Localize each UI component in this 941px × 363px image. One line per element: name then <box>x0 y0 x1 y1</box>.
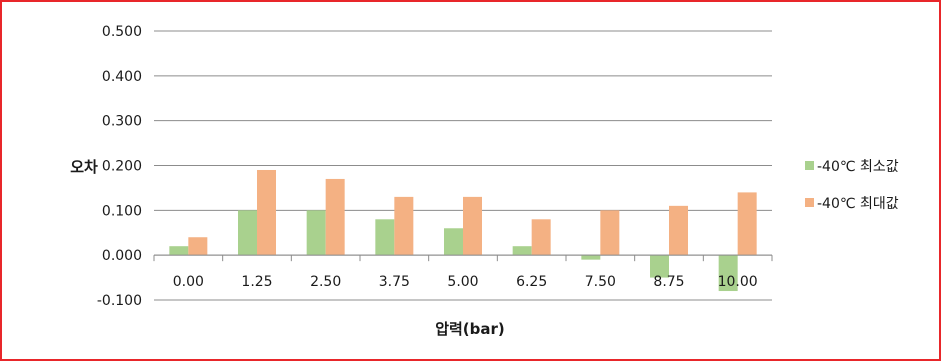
bar-series-1 <box>650 255 669 278</box>
y-tick-label: 0.100 <box>102 203 142 219</box>
x-axis <box>153 254 773 262</box>
bar-series-2 <box>737 192 757 256</box>
bar-series-1 <box>238 210 257 256</box>
legend-label: -40℃ 최대값 <box>817 196 899 212</box>
legend-swatch <box>805 161 814 170</box>
bar-series-2 <box>531 219 551 256</box>
bar-series-2 <box>669 205 688 256</box>
bar-series-1 <box>169 246 189 256</box>
x-tick-label: 7.50 <box>585 274 616 290</box>
x-tick-label: 5.00 <box>447 274 478 290</box>
legend-label: -40℃ 최소값 <box>817 159 899 175</box>
bar-series-2 <box>257 169 276 256</box>
x-tick-label: 10.00 <box>718 274 758 290</box>
bar-series-1 <box>581 255 601 260</box>
y-tick-label: 0.500 <box>102 24 142 40</box>
x-tick-label: 2.50 <box>310 274 341 290</box>
gridlines <box>154 30 772 301</box>
bar-series-2 <box>325 178 345 256</box>
legend: -40℃ 최소값 -40℃ 최대값 <box>805 159 899 212</box>
bar-series-2 <box>600 210 620 256</box>
bars <box>169 169 757 292</box>
bar-series-1 <box>375 219 395 256</box>
x-axis-ticks: 0.00 1.25 2.50 3.75 5.00 6.25 7.50 8.75 10.00 <box>173 274 758 290</box>
x-tick-label: 8.75 <box>653 274 684 290</box>
y-tick-label: 0.300 <box>102 114 142 130</box>
y-tick-label: 0.200 <box>102 159 142 175</box>
y-axis-title: 오차 <box>70 158 98 176</box>
y-axis-ticks: -0.100 0.000 0.100 0.200 0.300 0.400 0.500 <box>97 24 142 309</box>
x-tick-label: 1.25 <box>241 274 272 290</box>
y-tick-label: -0.100 <box>97 293 142 309</box>
y-tick-label: 0.000 <box>102 248 142 264</box>
bar-series-2 <box>463 196 482 256</box>
legend-swatch <box>805 198 814 207</box>
x-tick-label: 0.00 <box>173 274 204 290</box>
bar-series-1 <box>512 246 532 256</box>
bar-series-1 <box>718 255 738 292</box>
bar-series-1 <box>444 228 463 256</box>
y-tick-label: 0.400 <box>102 69 142 85</box>
x-tick-label: 6.25 <box>516 274 547 290</box>
x-tick-label: 3.75 <box>379 274 410 290</box>
bar-series-2 <box>394 196 414 256</box>
bar-series-1 <box>306 210 326 256</box>
bar-series-2 <box>188 237 208 256</box>
x-axis-title: 압력(bar) <box>435 320 505 338</box>
